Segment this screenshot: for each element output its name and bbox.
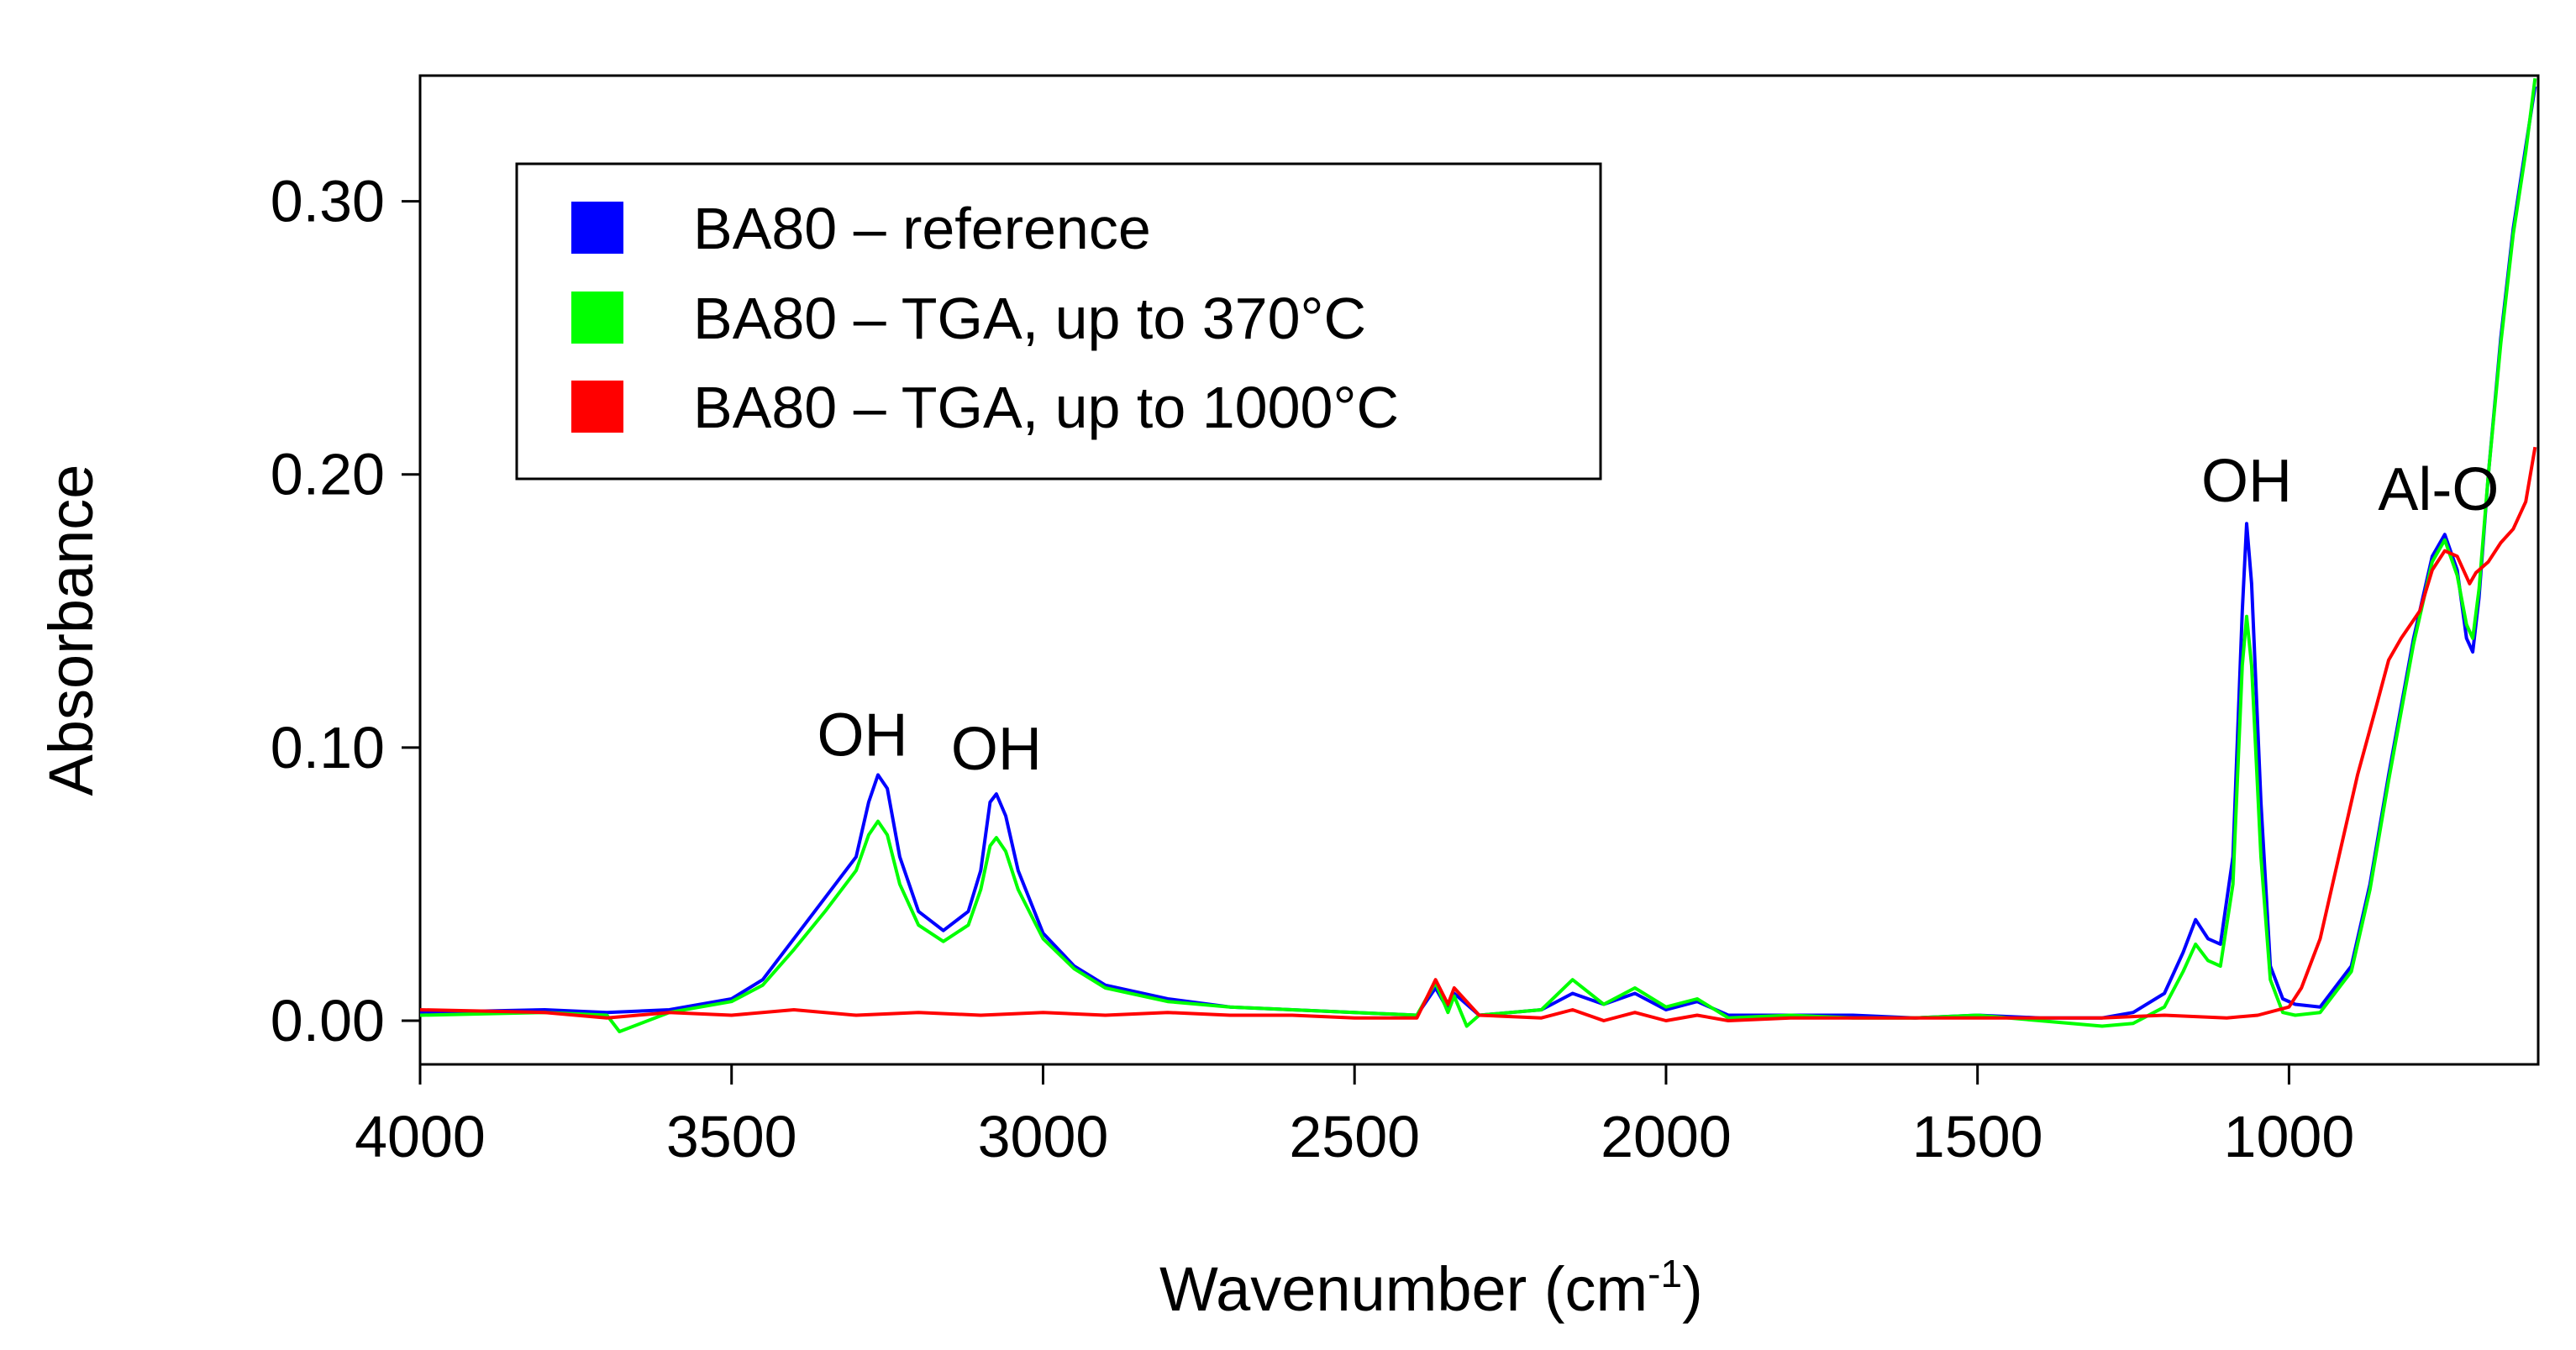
x-tick-label: 4000 (355, 1104, 486, 1169)
legend: BA80 – reference BA80 – TGA, up to 370°C… (515, 162, 1602, 481)
y-tick-label: 0.20 (271, 442, 385, 507)
peak-annotation: OH (817, 702, 907, 770)
series-layer (419, 78, 2537, 1033)
annotation-layer: OH OH OH Al-O (817, 448, 2499, 783)
legend-label-tga-370: BA80 – TGA, up to 370°C (693, 286, 1366, 351)
x-tick-label: 2000 (1601, 1104, 1732, 1169)
peak-annotation: OH (2201, 448, 2292, 515)
y-tick-label: 0.10 (271, 715, 385, 780)
legend-swatch-tga-1000 (571, 381, 623, 433)
legend-label-tga-1000: BA80 – TGA, up to 1000°C (693, 375, 1399, 440)
series-line-tga-370 (419, 78, 2537, 1033)
y-axis-title: Absorbance (36, 465, 106, 796)
y-axis: 0.00 0.10 0.20 0.30 (271, 169, 420, 1053)
x-axis: 4000 3500 3000 2500 2000 1500 1000 (355, 1064, 2354, 1169)
peak-annotation: OH (951, 716, 1042, 783)
legend-swatch-reference (571, 202, 623, 254)
x-tick-label: 1500 (1912, 1104, 2043, 1169)
x-tick-label: 2500 (1289, 1104, 1420, 1169)
x-axis-title-sup: -1 (1648, 1252, 1682, 1295)
x-axis-title: Wavenumber (cm-1) (1159, 1252, 1703, 1324)
legend-box (515, 162, 1602, 481)
series-line-tga-1000 (419, 446, 2537, 1022)
x-axis-title-suffix: ) (1682, 1254, 1703, 1324)
peak-annotation: Al-O (2378, 456, 2499, 523)
x-axis-title-main: Wavenumber (cm (1159, 1254, 1648, 1324)
x-tick-label: 3500 (666, 1104, 797, 1169)
plot-frame (418, 74, 2540, 1066)
y-tick-label: 0.30 (271, 169, 385, 234)
x-tick-label: 1000 (2224, 1104, 2355, 1169)
legend-label-reference: BA80 – reference (693, 196, 1151, 261)
y-tick-label: 0.00 (271, 988, 385, 1053)
legend-swatch-tga-370 (571, 292, 623, 344)
x-tick-label: 3000 (978, 1104, 1109, 1169)
